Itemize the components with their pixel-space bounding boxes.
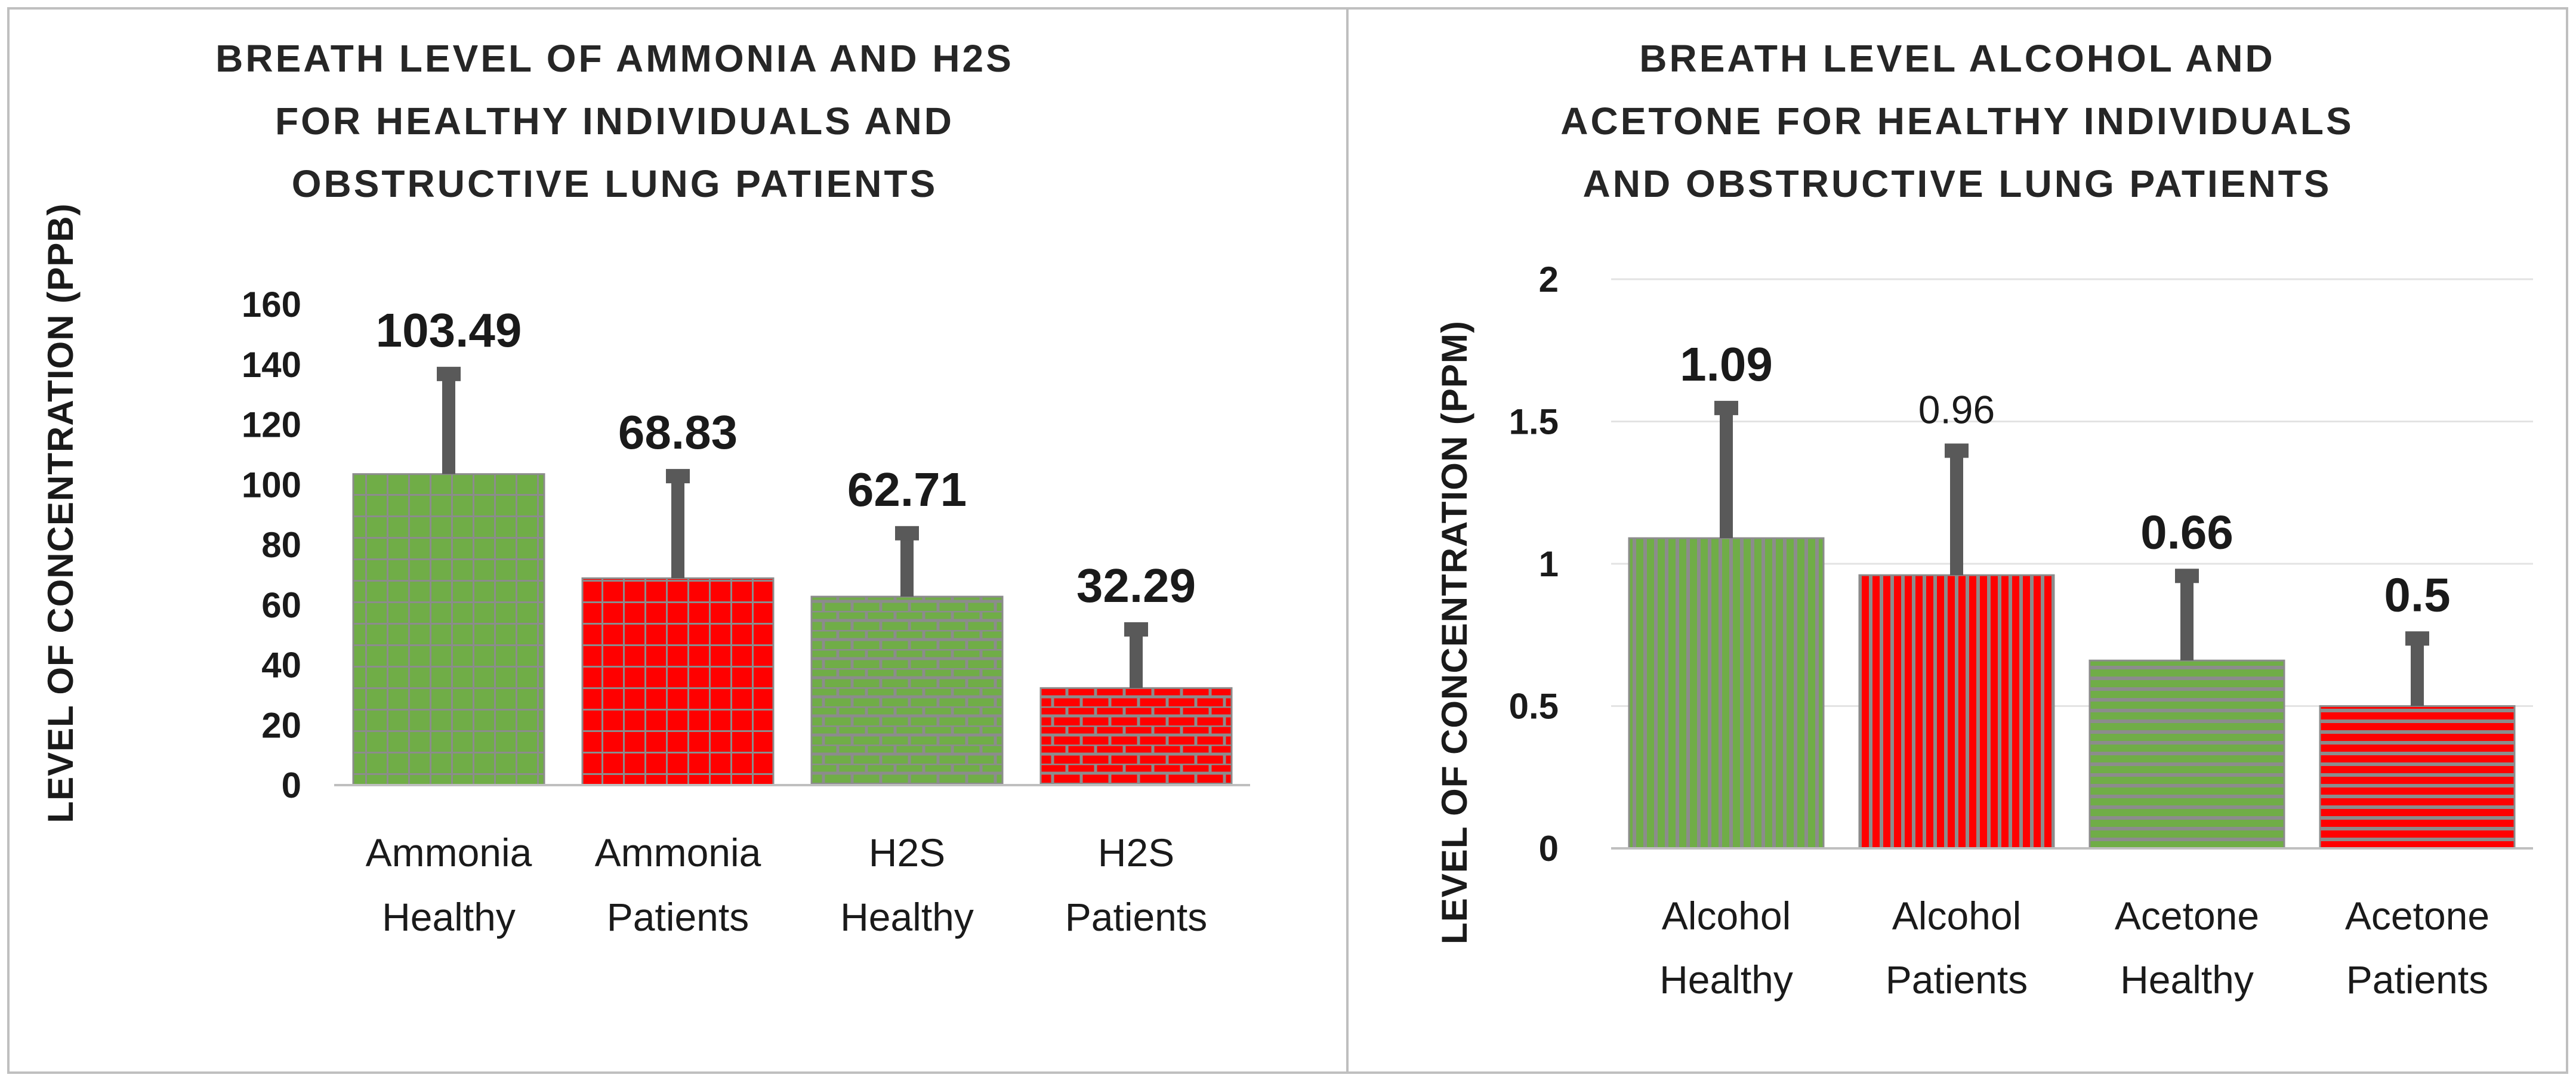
category-label-line-2: Healthy: [1659, 958, 1793, 1002]
y-tick-label: 0: [282, 765, 301, 805]
y-tick-label: 20: [261, 705, 301, 745]
error-bar-cap: [2405, 631, 2429, 646]
category-label-line-1: Acetone: [2345, 894, 2489, 938]
category-label-line-1: Alcohol: [1662, 894, 1791, 938]
error-bars: [1714, 400, 2429, 706]
category-label-line-2: Healthy: [840, 895, 974, 939]
y-tick-label: 100: [242, 465, 301, 505]
category-label-line-1: H2S: [869, 830, 945, 875]
category-label-line-2: Patients: [1065, 895, 1207, 939]
error-bar-cap: [2175, 569, 2199, 583]
data-label: 0.66: [2140, 505, 2233, 558]
y-axis-label: LEVEL OF CONCENTRATION (PPB): [41, 203, 81, 823]
y-tick-label: 40: [261, 646, 301, 685]
bars: [352, 473, 1233, 786]
category-label-line-2: Patients: [607, 895, 749, 939]
y-tick-label: 0.5: [1509, 687, 1559, 727]
y-tick-label: 60: [261, 585, 301, 625]
data-label: 62.71: [847, 463, 967, 516]
category-labels: Alcohol Healthy Alcohol Patients Acetone Heal…: [1659, 894, 2489, 1002]
error-bar-cap: [1124, 622, 1148, 637]
bar-alcohol-healthy: [1628, 537, 1825, 850]
category-label-line-1: Ammonia: [366, 830, 532, 875]
chart-title-line-2: FOR HEALTHY INDIVIDUALS AND: [275, 100, 954, 143]
error-bar-cap: [1714, 400, 1738, 415]
chart-title-line-3: OBSTRUCTIVE LUNG PATIENTS: [292, 162, 938, 205]
y-tick-label: 1.5: [1509, 402, 1559, 442]
category-label-line-1: Ammonia: [595, 830, 761, 875]
category-label-line-2: Patients: [1886, 958, 2028, 1002]
error-bar-cap: [895, 526, 919, 541]
y-tick-label: 160: [242, 285, 301, 325]
ammonia-h2s-chart: BREATH LEVEL OF AMMONIA AND H2S FOR HEAL…: [41, 37, 1250, 939]
data-label: 1.09: [1680, 338, 1773, 391]
category-label-line-2: Healthy: [382, 895, 516, 939]
bar-acetone-patients: [2319, 705, 2516, 850]
bars: [1628, 537, 2516, 850]
bar-h2s-patients: [1039, 687, 1233, 786]
y-tick-labels: 0 0.5 1 1.5 2: [1509, 260, 1559, 869]
bar-h2s-healthy: [810, 595, 1004, 786]
y-tick-label: 120: [242, 405, 301, 445]
data-labels: 103.49 68.83 62.71 32.29: [376, 304, 1196, 612]
error-bar-cap: [437, 366, 461, 381]
y-tick-labels: 0 20 40 60 80 100 120 140 160: [242, 285, 301, 805]
bar-alcohol-patients: [1858, 574, 2055, 850]
y-axis-label: LEVEL OF CONCENTRATION (PPM): [1434, 320, 1474, 944]
category-label-line-1: Alcohol: [1892, 894, 2021, 938]
data-label: 32.29: [1076, 559, 1196, 612]
data-labels: 1.09 0.96 0.66 0.5: [1680, 338, 2450, 621]
y-tick-label: 140: [242, 345, 301, 385]
error-bar-cap: [1945, 443, 1969, 458]
category-label-line-1: H2S: [1098, 830, 1174, 875]
alcohol-acetone-chart: BREATH LEVEL ALCOHOL AND ACETONE FOR HEA…: [1434, 37, 2533, 1002]
y-tick-label: 1: [1539, 544, 1559, 584]
data-label: 0.5: [2384, 568, 2450, 621]
y-tick-label: 0: [1539, 829, 1559, 869]
data-label: 103.49: [376, 304, 522, 357]
chart-title-line-1: BREATH LEVEL ALCOHOL AND: [1639, 37, 2275, 80]
error-bars: [437, 366, 1148, 688]
y-tick-label: 2: [1539, 260, 1559, 299]
data-label: 68.83: [618, 406, 738, 459]
bar-ammonia-healthy: [352, 473, 545, 786]
data-label: 0.96: [1918, 387, 1995, 431]
chart-title-line-3: AND OBSTRUCTIVE LUNG PATIENTS: [1583, 162, 2332, 205]
category-labels: Ammonia Healthy Ammonia Patients H2S Healthy H…: [366, 830, 1208, 939]
bar-ammonia-patients: [581, 577, 775, 786]
category-label-line-1: Acetone: [2115, 894, 2259, 938]
category-label-line-2: Healthy: [2120, 958, 2254, 1002]
chart-title-line-1: BREATH LEVEL OF AMMONIA AND H2S: [215, 37, 1014, 80]
error-bar-cap: [666, 469, 690, 484]
category-label-line-2: Patients: [2346, 958, 2488, 1002]
chart-title-line-2: ACETONE FOR HEALTHY INDIVIDUALS: [1560, 100, 2353, 143]
bar-acetone-healthy: [2088, 659, 2285, 850]
right-panel-border: [1346, 7, 2568, 1074]
y-tick-label: 80: [261, 525, 301, 565]
